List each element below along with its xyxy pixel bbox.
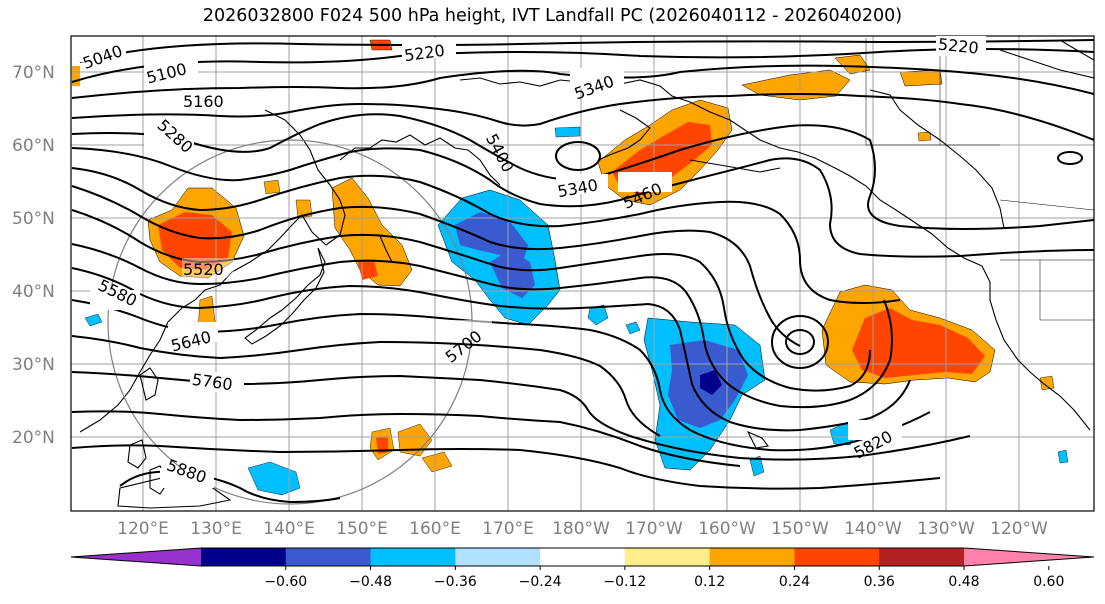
longitude-labels: 120°E 130°E 140°E 150°E 160°E 170°E 180°…: [117, 519, 1048, 539]
colorbar-tick-label: 0.24: [779, 574, 810, 590]
contour-label: 5160: [183, 92, 224, 111]
colorbar-tick-label: 0.36: [864, 574, 895, 590]
colorbar-segment: [964, 548, 1094, 566]
lat-label: 50°N: [12, 209, 55, 229]
lon-label: 140°E: [263, 519, 315, 539]
lon-label: 140°W: [844, 519, 902, 539]
colorbar-segment: [709, 548, 795, 566]
colorbar-segment: [71, 548, 201, 566]
lon-label: 120°E: [117, 519, 169, 539]
lat-label: 70°N: [12, 63, 55, 83]
colorbar-tick-label: −0.12: [603, 574, 646, 590]
lon-label: 160°W: [698, 519, 756, 539]
lat-label: 30°N: [12, 355, 55, 375]
colorbar-outline: [70, 547, 1095, 567]
colorbar-segment: [540, 548, 626, 566]
colorbar-segment: [879, 548, 965, 566]
borders: [865, 38, 1094, 321]
lon-label: 180°W: [552, 519, 610, 539]
colorbar-tick-label: 0.48: [948, 574, 979, 590]
colorbar-tick-label: 0.60: [1033, 574, 1064, 590]
lon-label: 170°E: [482, 519, 534, 539]
colorbar-segment: [370, 548, 456, 566]
lon-label: 170°W: [625, 519, 683, 539]
colorbar-tick-label: −0.36: [434, 574, 477, 590]
lon-label: 120°W: [990, 519, 1048, 539]
map-title: 2026032800 F024 500 hPa height, IVT Land…: [202, 6, 903, 26]
colorbar-tick-label: −0.60: [264, 574, 307, 590]
colorbar-tick-label: −0.24: [519, 574, 562, 590]
colorbar-tick-label: 0.12: [694, 574, 725, 590]
contour-label: 5520: [183, 260, 224, 279]
lat-label: 60°N: [12, 136, 55, 156]
map-frame: [70, 35, 1095, 512]
lat-label: 40°N: [12, 282, 55, 302]
lon-label: 150°W: [771, 519, 829, 539]
lon-label: 130°E: [190, 519, 242, 539]
colorbar-segment: [624, 548, 711, 566]
colorbar-segment: [285, 548, 372, 566]
colorbar-tick-label: −0.48: [349, 574, 392, 590]
lon-label: 160°E: [409, 519, 461, 539]
colorbar-segment: [794, 548, 880, 566]
latitude-labels: 70°N 60°N 50°N 40°N 30°N 20°N: [12, 63, 55, 448]
colorbar-segment: [201, 548, 287, 566]
contour-label: 5220: [937, 35, 979, 58]
colorbar-segment: [455, 548, 541, 566]
lon-label: 150°E: [336, 519, 388, 539]
lat-label: 20°N: [12, 428, 55, 448]
map-background: [71, 36, 1094, 511]
contour-labels: 5040 5100 5160 5220 5220 5280 5340 5340 …: [80, 35, 986, 488]
lon-label: 130°W: [917, 519, 975, 539]
colorbar: −0.60 −0.48 −0.36 −0.24 −0.12 0.12 0.24 0.36 0.4…: [70, 547, 1095, 590]
